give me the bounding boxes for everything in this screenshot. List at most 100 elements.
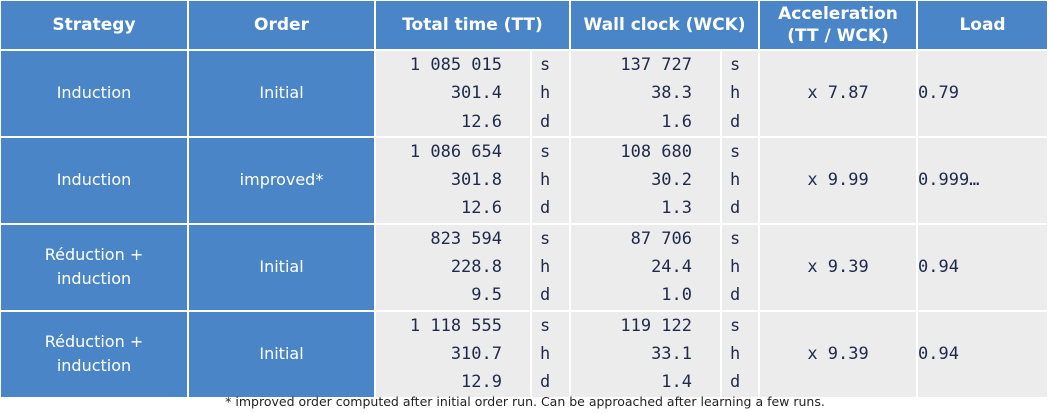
footnote: * improved order computed after initial … xyxy=(225,394,825,409)
unit-hours: h xyxy=(730,257,741,278)
order-cell: Initial xyxy=(189,311,376,399)
table-row: Induction Initial 1 085 015 301.4 12.6 s… xyxy=(1,51,1048,138)
unit-hours: h xyxy=(540,170,551,191)
header-acceleration-line2: (TT / WCK) xyxy=(787,26,889,46)
unit-hours: h xyxy=(540,343,551,364)
total-time-hours: 310.7 xyxy=(450,343,502,364)
unit-days: d xyxy=(730,285,741,306)
unit-days: d xyxy=(540,111,551,132)
total-time-units: s h d xyxy=(532,224,572,312)
unit-hours: h xyxy=(730,83,741,104)
unit-days: d xyxy=(730,198,741,219)
wall-clock-values: 137 727 38.3 1.6 xyxy=(571,51,723,138)
wall-clock-days: 1.6 xyxy=(661,111,693,132)
wall-clock-units: s h d xyxy=(722,224,761,312)
total-time-seconds: 1 118 555 xyxy=(409,315,502,336)
unit-seconds: s xyxy=(730,228,741,249)
unit-seconds: s xyxy=(540,228,551,249)
wall-clock-units: s h d xyxy=(722,51,761,138)
wall-clock-seconds: 137 727 xyxy=(620,55,693,75)
wall-clock-hours: 24.4 xyxy=(651,257,693,278)
unit-days: d xyxy=(540,285,551,306)
total-time-units: s h d xyxy=(532,311,572,399)
unit-hours: h xyxy=(730,343,741,364)
unit-hours: h xyxy=(540,83,551,104)
wall-clock-days: 1.0 xyxy=(661,285,693,306)
acceleration-cell: x 9.39 xyxy=(760,311,919,399)
header-acceleration-line1: Acceleration xyxy=(778,4,898,24)
total-time-hours: 228.8 xyxy=(450,257,502,278)
table-row: Réduction + induction Initial 823 594 22… xyxy=(1,224,1048,312)
wall-clock-hours: 38.3 xyxy=(651,83,693,104)
header-wall-clock: Wall clock (WCK) xyxy=(571,1,761,51)
strategy-line1: Réduction + xyxy=(44,332,144,352)
strategy-cell: Réduction + induction xyxy=(1,311,189,399)
wall-clock-seconds: 108 680 xyxy=(620,141,693,162)
total-time-seconds: 823 594 xyxy=(430,228,502,249)
wall-clock-days: 1.3 xyxy=(661,198,693,219)
unit-days: d xyxy=(540,198,551,219)
total-time-values: 1 085 015 301.4 12.6 xyxy=(376,51,532,138)
acceleration-cell: x 9.99 xyxy=(760,137,919,225)
strategy-cell: Réduction + induction xyxy=(1,224,189,312)
wall-clock-values: 119 122 33.1 1.4 xyxy=(571,311,723,399)
load-cell: 0.79 xyxy=(918,51,1048,138)
wall-clock-hours: 33.1 xyxy=(651,343,693,364)
unit-seconds: s xyxy=(540,55,551,75)
header-order: Order xyxy=(189,1,376,51)
unit-seconds: s xyxy=(540,141,551,162)
total-time-hours: 301.4 xyxy=(450,83,502,104)
total-time-seconds: 1 086 654 xyxy=(409,141,502,162)
load-cell: 0.94 xyxy=(918,311,1048,399)
unit-seconds: s xyxy=(730,55,741,75)
total-time-units: s h d xyxy=(532,137,572,225)
order-cell: improved* xyxy=(189,137,376,225)
results-table: Strategy Order Total time (TT) Wall cloc… xyxy=(1,1,1048,399)
unit-days: d xyxy=(730,111,741,132)
header-row: Strategy Order Total time (TT) Wall cloc… xyxy=(1,1,1048,51)
wall-clock-seconds: 87 706 xyxy=(630,228,693,249)
wall-clock-units: s h d xyxy=(722,137,761,225)
total-time-days: 9.5 xyxy=(471,285,502,306)
total-time-units: s h d xyxy=(532,51,572,138)
total-time-days: 12.9 xyxy=(461,372,502,393)
total-time-values: 1 086 654 301.8 12.6 xyxy=(376,137,532,225)
total-time-seconds: 1 085 015 xyxy=(409,55,502,75)
strategy-line1: Réduction + xyxy=(44,245,144,265)
wall-clock-hours: 30.2 xyxy=(651,170,693,191)
total-time-days: 12.6 xyxy=(461,198,502,219)
unit-hours: h xyxy=(540,257,551,278)
table-row: Induction improved* 1 086 654 301.8 12.6… xyxy=(1,137,1048,225)
table-row: Réduction + induction Initial 1 118 555 … xyxy=(1,311,1048,399)
load-cell: 0.999… xyxy=(918,137,1048,225)
unit-seconds: s xyxy=(730,141,741,162)
wall-clock-seconds: 119 122 xyxy=(620,315,693,336)
total-time-values: 823 594 228.8 9.5 xyxy=(376,224,532,312)
acceleration-cell: x 7.87 xyxy=(760,51,919,138)
unit-hours: h xyxy=(730,170,741,191)
strategy-line1: Induction xyxy=(56,83,132,103)
wall-clock-units: s h d xyxy=(722,311,761,399)
header-load: Load xyxy=(918,1,1048,51)
order-cell: Initial xyxy=(189,224,376,312)
strategy-cell: Induction xyxy=(1,137,189,225)
header-strategy: Strategy xyxy=(1,1,189,51)
load-cell: 0.94 xyxy=(918,224,1048,312)
wall-clock-days: 1.4 xyxy=(661,372,693,393)
strategy-line2: induction xyxy=(56,356,132,376)
unit-seconds: s xyxy=(730,315,741,336)
strategy-line1: Induction xyxy=(56,170,132,190)
header-total-time: Total time (TT) xyxy=(376,1,572,51)
order-cell: Initial xyxy=(189,51,376,138)
total-time-days: 12.6 xyxy=(461,111,502,132)
strategy-line2: induction xyxy=(56,269,132,289)
total-time-hours: 301.8 xyxy=(450,170,502,191)
acceleration-cell: x 9.39 xyxy=(760,224,919,312)
strategy-cell: Induction xyxy=(1,51,189,138)
unit-days: d xyxy=(730,372,741,393)
total-time-values: 1 118 555 310.7 12.9 xyxy=(376,311,532,399)
wall-clock-values: 87 706 24.4 1.0 xyxy=(571,224,723,312)
header-acceleration: Acceleration (TT / WCK) xyxy=(760,1,919,51)
wall-clock-values: 108 680 30.2 1.3 xyxy=(571,137,723,225)
